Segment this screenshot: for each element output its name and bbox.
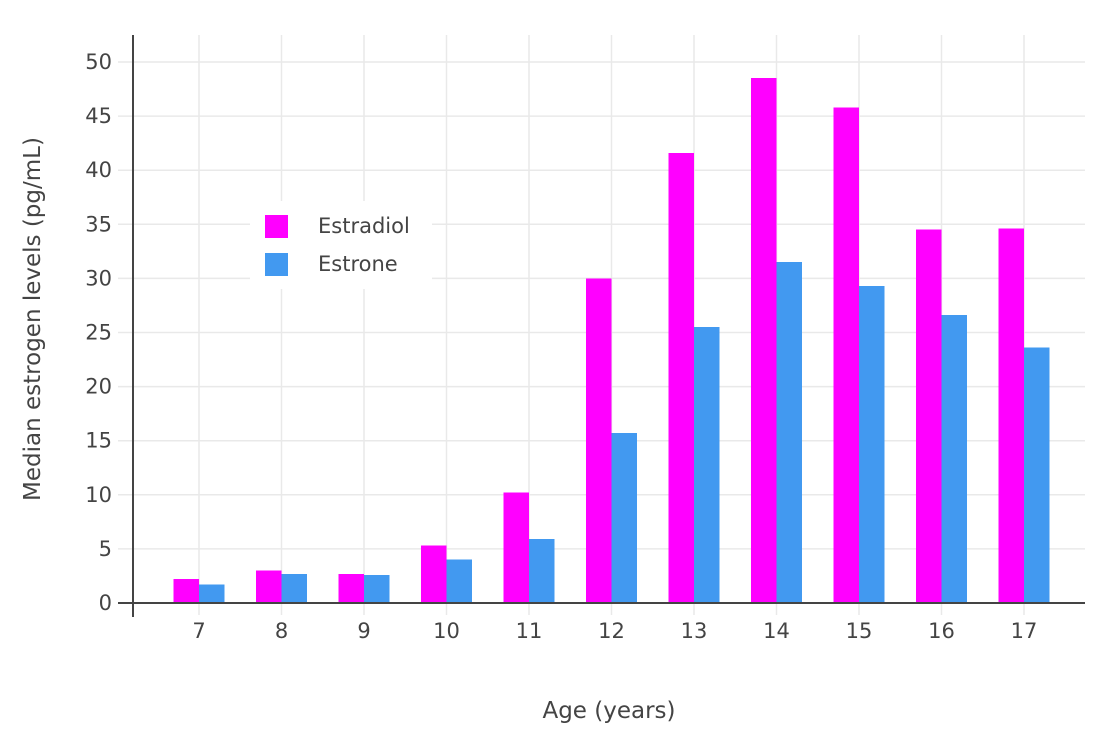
y-tick-label-50: 50: [85, 50, 112, 74]
bar-estradiol-10: [421, 545, 447, 603]
estradiol-swatch-icon: [265, 214, 288, 238]
legend-label-estradiol: Estradiol: [318, 214, 410, 238]
bar-estradiol-13: [668, 152, 694, 603]
bar-estradiol-9: [338, 573, 364, 603]
y-tick-label-25: 25: [85, 321, 112, 345]
x-tick-label-12: 12: [598, 619, 625, 643]
bar-estrone-8: [281, 573, 307, 603]
x-tick-label-17: 17: [1011, 619, 1038, 643]
x-tick-label-7: 7: [192, 619, 205, 643]
x-tick-label-13: 13: [681, 619, 708, 643]
bar-estradiol-7: [173, 579, 199, 603]
bar-estradiol-11: [503, 492, 529, 603]
bar-estrone-17: [1024, 347, 1050, 603]
x-tick-label-15: 15: [846, 619, 873, 643]
y-tick-label-0: 0: [99, 591, 112, 615]
y-tick-label-20: 20: [85, 375, 112, 399]
bar-estradiol-12: [586, 278, 612, 603]
y-tick-label-40: 40: [85, 158, 112, 182]
bar-estrone-14: [776, 262, 802, 603]
bar-estrone-12: [611, 433, 637, 603]
bar-estradiol-14: [751, 78, 777, 604]
bar-estrone-16: [941, 315, 967, 603]
y-tick-label-15: 15: [85, 429, 112, 453]
bar-estradiol-16: [916, 229, 942, 603]
legend-label-estrone: Estrone: [318, 252, 398, 276]
y-tick-label-30: 30: [85, 266, 112, 290]
y-axis-title: Median estrogen levels (pg/mL): [20, 137, 46, 501]
bar-estrone-15: [859, 285, 885, 603]
x-tick-label-9: 9: [357, 619, 370, 643]
x-tick-label-14: 14: [763, 619, 790, 643]
y-tick-label-5: 5: [99, 537, 112, 561]
estrone-swatch-icon: [265, 252, 288, 276]
x-tick-label-10: 10: [433, 619, 460, 643]
bar-estradiol-17: [998, 228, 1024, 604]
y-tick-label-10: 10: [85, 483, 112, 507]
x-axis-title: Age (years): [542, 698, 676, 724]
y-tick-label-45: 45: [85, 104, 112, 128]
x-tick-label-11: 11: [516, 619, 543, 643]
bar-estrone-11: [529, 539, 555, 603]
y-tick-label-35: 35: [85, 212, 112, 236]
x-tick-label-8: 8: [275, 619, 288, 643]
bar-estrone-9: [364, 574, 390, 603]
x-tick-label-16: 16: [928, 619, 955, 643]
legend: Estradiol Estrone: [250, 201, 432, 289]
bar-estrone-10: [446, 559, 472, 603]
bar-estrone-7: [199, 584, 225, 603]
bar-estradiol-15: [833, 107, 859, 603]
bar-estradiol-8: [256, 570, 282, 603]
legend-item-estradiol: Estradiol: [265, 214, 410, 238]
legend-item-estrone: Estrone: [265, 252, 410, 276]
bar-estrone-13: [694, 327, 720, 603]
